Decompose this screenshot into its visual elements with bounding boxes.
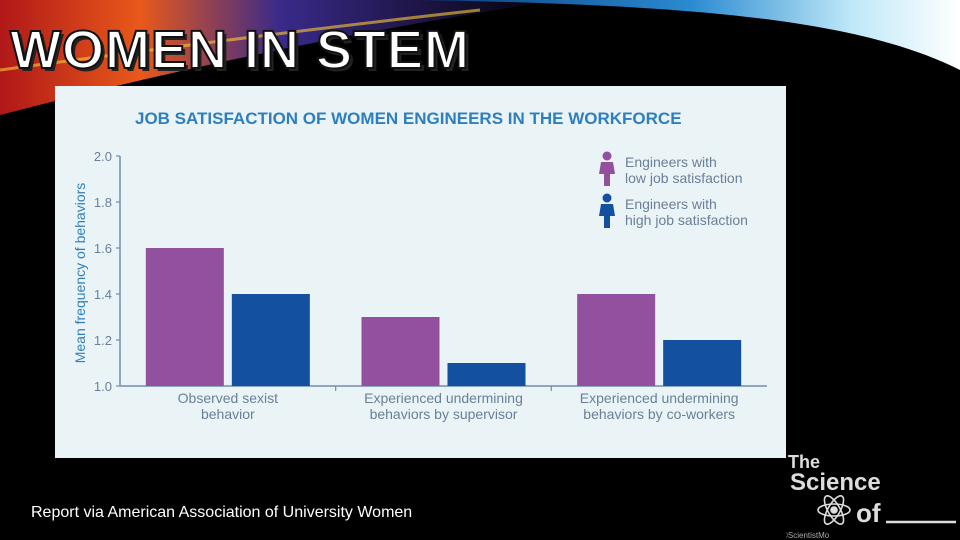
- person-icon-head: [602, 193, 612, 203]
- legend-label: high job satisfaction: [625, 212, 748, 228]
- background-swoosh: [0, 0, 960, 115]
- bars: [145, 248, 742, 386]
- logo-credit: ©ScientistMo: [786, 531, 830, 540]
- y-axis-label: Mean frequency of behaviors: [72, 183, 88, 364]
- x-tick-label: behavior: [201, 406, 255, 422]
- y-tick-label: 1.2: [94, 333, 112, 348]
- x-tick-label: behaviors by supervisor: [370, 406, 518, 422]
- person-icon-body: [599, 204, 615, 228]
- source-footer: Report via American Association of Unive…: [31, 504, 413, 521]
- y-tick-label: 1.6: [94, 241, 112, 256]
- y-tick-label: 1.0: [94, 379, 112, 394]
- legend-label: Engineers with: [625, 196, 717, 212]
- x-tick-label: Experienced undermining: [580, 390, 739, 406]
- y-tick-label: 1.8: [94, 195, 112, 210]
- chart-panel: JOB SATISFACTION OF WOMEN ENGINEERS IN T…: [55, 86, 786, 458]
- bar-high-1: [447, 363, 526, 386]
- science-of-logo: The Science of ©ScientistMo: [786, 452, 956, 540]
- person-icon-body: [599, 162, 615, 186]
- person-icon: [599, 151, 615, 186]
- person-icon-head: [602, 151, 612, 161]
- logo-line-3: of: [856, 498, 881, 528]
- slide-title: WOMEN IN STEM: [9, 19, 470, 81]
- atom-icon: [817, 495, 851, 525]
- bar-high-2: [663, 340, 742, 386]
- person-icon: [599, 193, 615, 228]
- logo-line-1: The: [788, 452, 820, 472]
- y-tick-label: 1.4: [94, 287, 112, 302]
- x-tick-label: behaviors by co-workers: [583, 406, 735, 422]
- x-tick-label: Experienced undermining: [364, 390, 523, 406]
- legend-label: Engineers with: [625, 154, 717, 170]
- bar-low-1: [361, 317, 440, 386]
- y-tick-label: 2.0: [94, 149, 112, 164]
- bar-low-2: [577, 294, 656, 386]
- bar-low-0: [145, 248, 224, 386]
- chart-title: JOB SATISFACTION OF WOMEN ENGINEERS IN T…: [135, 109, 682, 128]
- bar-chart: JOB SATISFACTION OF WOMEN ENGINEERS IN T…: [72, 109, 767, 422]
- logo-line-2: Science: [790, 469, 881, 496]
- bar-high-0: [231, 294, 310, 386]
- x-tick-label: Observed sexist: [178, 390, 278, 406]
- legend-label: low job satisfaction: [625, 170, 743, 186]
